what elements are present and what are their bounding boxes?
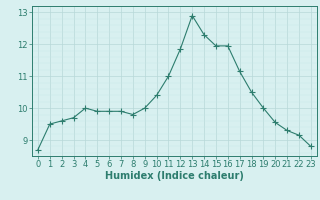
X-axis label: Humidex (Indice chaleur): Humidex (Indice chaleur) [105, 171, 244, 181]
